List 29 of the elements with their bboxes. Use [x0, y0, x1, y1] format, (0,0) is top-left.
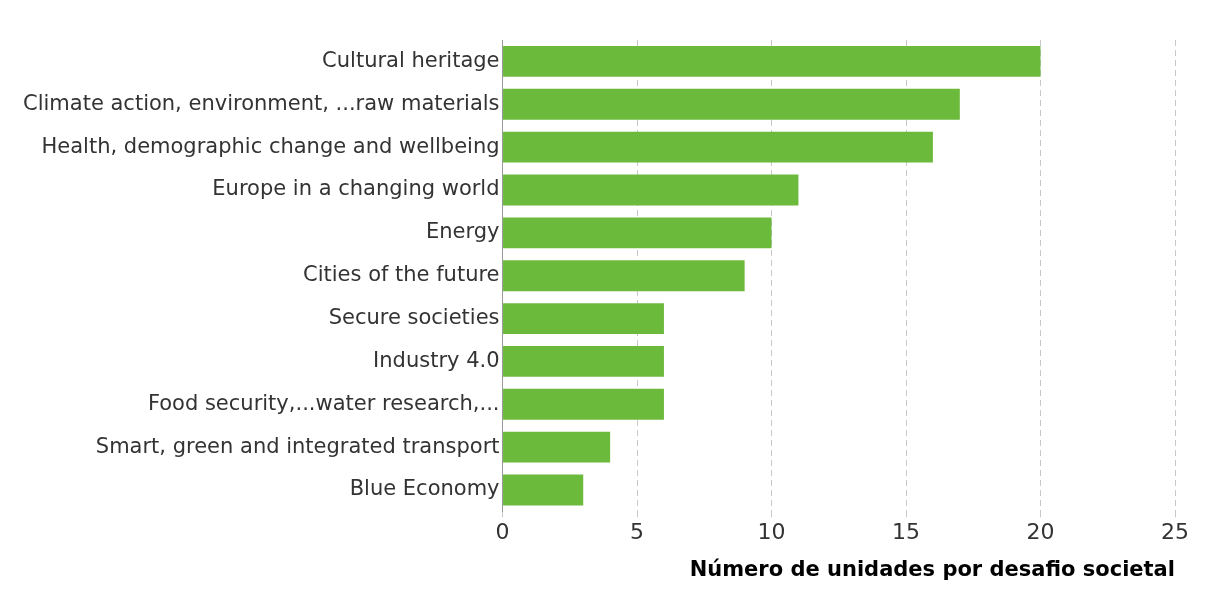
x-tick-label: 20 — [1026, 519, 1055, 545]
bar — [503, 88, 960, 120]
y-tick-label: Cities of the future — [303, 262, 500, 287]
bar — [503, 474, 584, 506]
y-tick-label: Industry 4.0 — [373, 347, 500, 372]
y-tick-label: Europe in a changing world — [212, 176, 500, 201]
y-tick-label: Health, demographic change and wellbeing — [41, 133, 500, 158]
bar — [503, 431, 611, 463]
bar — [503, 131, 933, 163]
y-tick-label: Climate action, environment, ...raw materials — [22, 90, 500, 115]
bar — [503, 303, 664, 334]
x-axis-title: Número de unidades por desafio societal — [689, 556, 1175, 581]
y-tick-label: Blue Economy — [349, 476, 500, 501]
y-tick-label: Food security,...water research,... — [147, 390, 500, 415]
bar — [503, 174, 799, 206]
y-tick-label: Energy — [426, 219, 500, 244]
y-tick-label: Secure societies — [328, 305, 500, 330]
x-tick-label: 5 — [630, 519, 645, 545]
bar — [503, 217, 772, 249]
x-tick-label: 10 — [757, 519, 786, 545]
x-tick-label: 25 — [1161, 519, 1189, 545]
y-tick-label: Cultural heritage — [322, 47, 500, 72]
x-tick-label: 15 — [892, 519, 921, 545]
bar — [503, 388, 664, 420]
bar — [503, 46, 1041, 77]
x-tick-label: 0 — [495, 519, 510, 545]
bar — [503, 260, 745, 292]
y-tick-label: Smart, green and integrated transport — [95, 433, 500, 458]
bar — [503, 345, 664, 377]
